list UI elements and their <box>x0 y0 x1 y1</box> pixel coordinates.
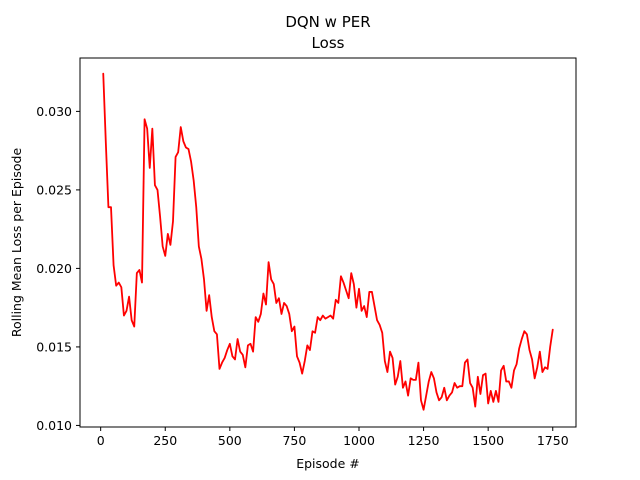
x-axis-label: Episode # <box>296 456 360 471</box>
x-tick-label: 750 <box>282 433 306 448</box>
y-axis-label: Rolling Mean Loss per Episode <box>9 148 24 338</box>
chart-title-line-2: Loss <box>312 34 345 52</box>
x-tick-label: 250 <box>153 433 177 448</box>
y-tick-label: 0.030 <box>36 104 72 119</box>
y-tick-label: 0.010 <box>36 418 72 433</box>
x-tick-label: 500 <box>218 433 242 448</box>
plot-series <box>102 72 554 411</box>
x-tick-label: 1250 <box>408 433 440 448</box>
axis-ticks: 0 250 500 750 1000 1250 1500 1750 0.010 0.015 0.02… <box>36 104 568 448</box>
x-tick-label: 1000 <box>343 433 375 448</box>
plot-area-frame <box>79 57 577 428</box>
series-line-0 <box>102 72 554 411</box>
x-tick-label: 1500 <box>472 433 504 448</box>
y-tick-label: 0.020 <box>36 261 72 276</box>
chart-title-line-1: DQN w PER <box>285 13 370 31</box>
y-tick-label: 0.025 <box>36 182 72 197</box>
y-tick-label: 0.015 <box>36 339 72 354</box>
x-tick-label: 0 <box>97 433 105 448</box>
x-tick-label: 1750 <box>537 433 569 448</box>
